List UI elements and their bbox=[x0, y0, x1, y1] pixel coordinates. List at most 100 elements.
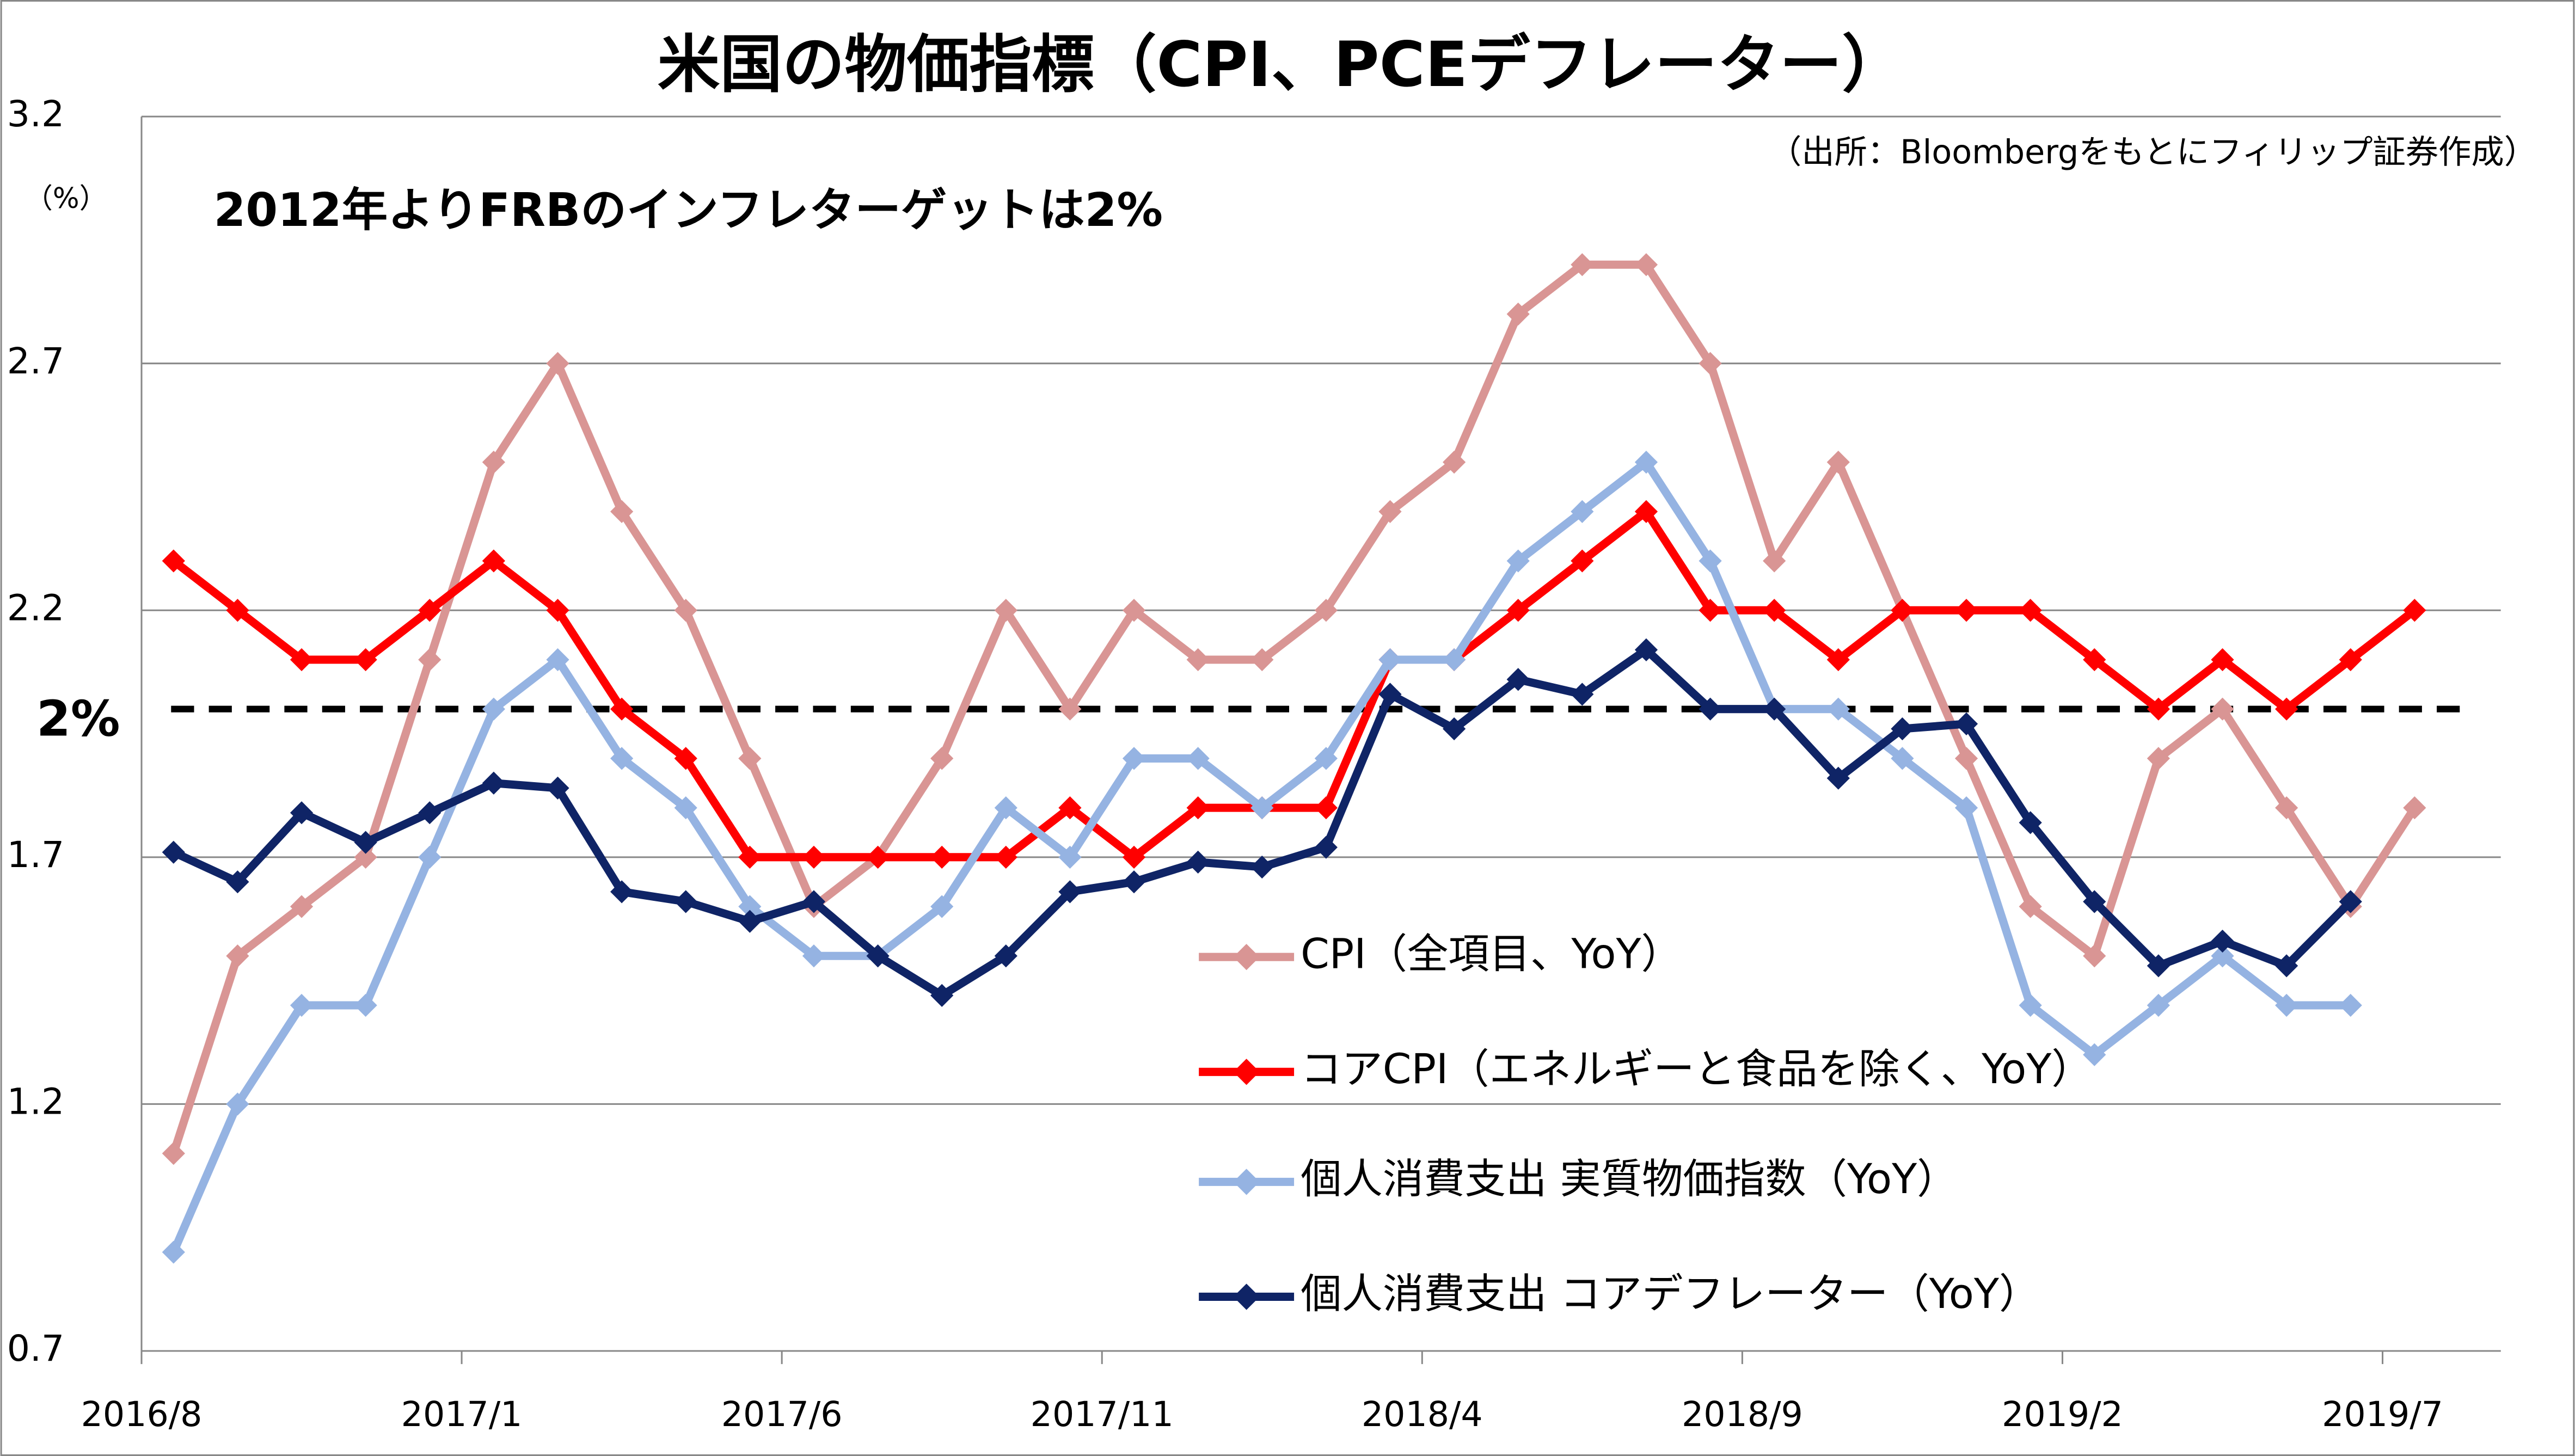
point bbox=[546, 599, 569, 622]
legend-marker bbox=[1233, 944, 1260, 970]
point bbox=[1954, 747, 1978, 770]
point bbox=[866, 944, 890, 968]
x-tick-label: 2017/11 bbox=[1031, 1394, 1174, 1434]
point bbox=[546, 352, 569, 375]
point bbox=[546, 776, 569, 800]
point bbox=[418, 599, 442, 622]
point bbox=[226, 944, 249, 968]
point bbox=[162, 1142, 185, 1165]
point bbox=[1378, 683, 1402, 706]
point bbox=[226, 870, 249, 894]
reference-label: 2% bbox=[36, 691, 120, 748]
point bbox=[1571, 549, 1594, 573]
point bbox=[290, 993, 314, 1017]
y-unit: （%） bbox=[25, 182, 107, 215]
point bbox=[1891, 599, 1914, 622]
y-tick-label: 0.7 bbox=[7, 1327, 64, 1369]
point bbox=[2211, 648, 2234, 672]
y-tick-label: 2.2 bbox=[7, 586, 64, 629]
point bbox=[1891, 747, 1914, 770]
legend-label: CPI（全項目、YoY） bbox=[1301, 930, 1682, 978]
point bbox=[1378, 500, 1402, 523]
point bbox=[1763, 599, 1786, 622]
point bbox=[1186, 648, 1210, 672]
point bbox=[1186, 747, 1210, 770]
point bbox=[1954, 796, 1978, 820]
series-line bbox=[171, 507, 2417, 862]
point bbox=[674, 747, 697, 770]
point bbox=[482, 451, 505, 474]
point bbox=[2083, 944, 2106, 968]
point bbox=[2147, 993, 2170, 1017]
point bbox=[290, 895, 314, 918]
point bbox=[1699, 352, 1722, 375]
point bbox=[162, 1240, 185, 1264]
point bbox=[482, 549, 505, 573]
point bbox=[1763, 549, 1786, 573]
legend-label: 個人消費支出 実質物価指数（YoY） bbox=[1301, 1155, 1958, 1203]
x-tick-label: 2018/9 bbox=[1682, 1394, 1803, 1434]
point bbox=[1442, 648, 1466, 672]
point bbox=[226, 599, 249, 622]
point bbox=[674, 890, 697, 913]
x-tick-label: 2017/6 bbox=[721, 1394, 843, 1434]
point bbox=[1954, 599, 1978, 622]
y-tick-label: 1.2 bbox=[7, 1080, 64, 1122]
x-tick-label: 2019/2 bbox=[2002, 1394, 2123, 1434]
point bbox=[1826, 451, 1850, 474]
legend-marker bbox=[1233, 1059, 1260, 1085]
y-tick-label: 2.7 bbox=[7, 340, 64, 382]
point bbox=[1058, 796, 1082, 820]
source-note: （出所：Bloombergをもとにフィリップ証券作成） bbox=[1769, 133, 2537, 171]
point bbox=[418, 648, 442, 672]
point bbox=[2403, 796, 2426, 820]
point bbox=[1186, 850, 1210, 874]
point bbox=[1250, 855, 1274, 879]
point bbox=[2147, 747, 2170, 770]
point bbox=[1826, 766, 1850, 790]
point bbox=[674, 599, 697, 622]
point bbox=[1250, 648, 1274, 672]
point bbox=[1186, 796, 1210, 820]
point bbox=[2083, 1043, 2106, 1066]
point bbox=[2403, 599, 2426, 622]
point bbox=[162, 549, 185, 573]
legend-marker bbox=[1233, 1169, 1260, 1195]
chart-title: 米国の物価指標（CPI、PCEデフレーター） bbox=[658, 29, 1904, 101]
point bbox=[1954, 712, 1978, 736]
x-tick-label: 2016/8 bbox=[81, 1394, 203, 1434]
point bbox=[162, 840, 185, 864]
point bbox=[674, 796, 697, 820]
point bbox=[1699, 549, 1722, 573]
point bbox=[994, 944, 1017, 968]
point bbox=[1442, 451, 1466, 474]
point bbox=[2083, 890, 2106, 913]
point bbox=[2211, 929, 2234, 953]
y-tick-label: 3.2 bbox=[7, 93, 64, 135]
point bbox=[546, 648, 569, 672]
point bbox=[2019, 895, 2042, 918]
point bbox=[1250, 796, 1274, 820]
point bbox=[2019, 811, 2042, 834]
point bbox=[1699, 599, 1722, 622]
point bbox=[994, 599, 1017, 622]
x-tick-label: 2018/4 bbox=[1362, 1394, 1483, 1434]
point bbox=[482, 771, 505, 795]
point bbox=[1378, 648, 1402, 672]
point bbox=[1826, 648, 1850, 672]
point bbox=[290, 648, 314, 672]
point bbox=[1571, 683, 1594, 706]
point bbox=[2147, 954, 2170, 978]
x-tick-label: 2019/7 bbox=[2322, 1394, 2443, 1434]
subtitle: 2012年よりFRBのインフレターゲットは2% bbox=[214, 183, 1163, 237]
point bbox=[1571, 500, 1594, 523]
x-tick-label: 2017/1 bbox=[401, 1394, 523, 1434]
point bbox=[994, 796, 1017, 820]
legend-label: コアCPI（エネルギーと食品を除く、YoY） bbox=[1301, 1045, 2093, 1093]
point bbox=[1571, 253, 1594, 277]
point bbox=[2019, 993, 2042, 1017]
y-tick-label: 1.7 bbox=[7, 833, 64, 876]
